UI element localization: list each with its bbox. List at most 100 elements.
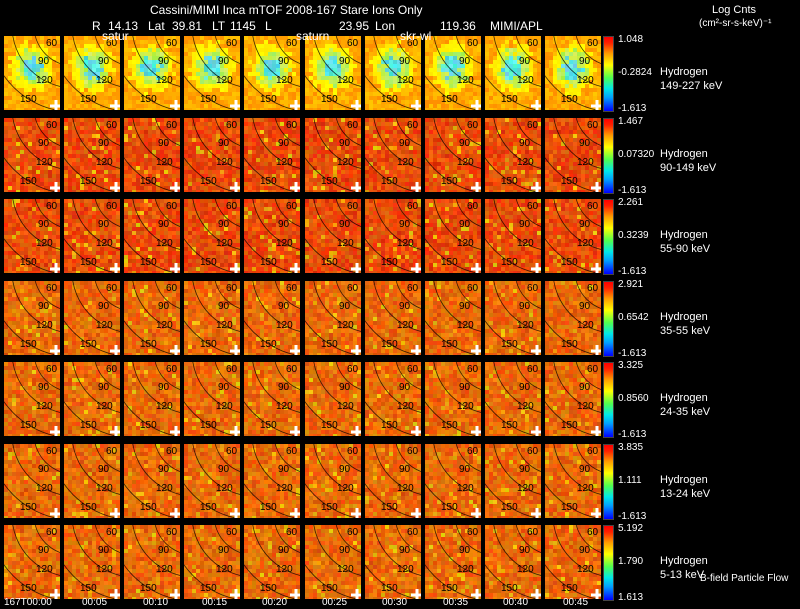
r-value: 14.13	[108, 19, 139, 33]
colorbar-max-label: 1.467	[618, 115, 644, 127]
image-panel: 60 90 120 150	[124, 36, 181, 110]
crosshair-marker	[410, 100, 421, 110]
image-panel: 60 90 120 150	[124, 362, 181, 436]
contour-label: 150	[321, 94, 338, 105]
time-tick-label: 00:25	[322, 597, 348, 608]
crosshair-marker	[350, 426, 361, 436]
contour-label: 120	[337, 238, 354, 249]
contour-label: 60	[226, 446, 238, 457]
time-tick-label: 00:20	[262, 597, 288, 608]
crosshair-marker	[170, 507, 181, 518]
lat-value: 39.81	[172, 19, 203, 33]
contour-label: 150	[20, 176, 37, 187]
crosshair-marker	[50, 100, 60, 110]
contour-label: 60	[407, 38, 419, 49]
contour-label: 120	[457, 320, 474, 331]
crosshair-marker	[410, 507, 421, 518]
crosshair-marker	[530, 507, 541, 518]
crosshair-marker	[590, 344, 601, 355]
contour-label: 150	[140, 94, 157, 105]
contour-label: 90	[158, 382, 170, 393]
lat-label: Lat	[148, 19, 165, 33]
colorbar-max-label: 1.048	[618, 34, 644, 45]
contour-label: 150	[441, 257, 458, 268]
units-line1: Log Cnts	[712, 4, 757, 16]
contour-label: 150	[381, 502, 398, 513]
image-panel: 60 90 120 150	[4, 280, 60, 355]
contour-label: 60	[527, 38, 539, 49]
image-panel: 60 90 120 150	[124, 443, 181, 518]
time-tick-label: 00:35	[443, 597, 469, 608]
image-panel: 60 90 120 150	[184, 443, 241, 518]
contour-label: 90	[459, 545, 471, 556]
colorbar	[603, 362, 614, 438]
plot-title: Cassini/MIMI Inca mTOF 2008-167 Stare Io…	[150, 3, 423, 17]
image-panel: 60 90 120 150	[484, 525, 541, 599]
colorbar-min-label: -1.613	[618, 103, 647, 114]
contour-label: 120	[36, 320, 53, 331]
contour-label: 90	[339, 56, 351, 67]
contour-label: 90	[98, 219, 110, 230]
time-tick-label: 00:05	[82, 597, 108, 608]
crosshair-marker	[50, 181, 60, 192]
contour-label: 90	[218, 545, 230, 556]
contour-label: 90	[519, 464, 531, 475]
contour-label: 90	[459, 138, 471, 149]
image-panel: 60 90 120 150	[4, 36, 60, 110]
contour-label: 90	[339, 301, 351, 312]
contour-label: 120	[156, 401, 173, 412]
contour-label: 150	[200, 502, 217, 513]
contour-label: 150	[260, 94, 277, 105]
contour-label: 90	[339, 382, 351, 393]
contour-label: 60	[347, 446, 359, 457]
image-panel: 60 90 120 150	[64, 36, 121, 110]
image-panel: 60 90 120 150	[544, 36, 601, 110]
colorbar-min-label: -1.613	[618, 510, 647, 522]
image-panel: 60 90 120 150	[184, 117, 241, 192]
contour-label: 150	[441, 502, 458, 513]
image-panel: 60 90 120 150	[184, 36, 241, 110]
colorbar-max-label: 2.921	[618, 278, 644, 290]
contour-label: 150	[20, 583, 37, 594]
contour-label: 90	[339, 138, 351, 149]
crosshair-marker	[590, 507, 601, 518]
image-panel: 60 90 120 150	[304, 117, 361, 192]
contour-label: 90	[579, 464, 591, 475]
contour-label: 60	[46, 201, 58, 212]
contour-label: 90	[158, 138, 170, 149]
contour-label: 150	[140, 420, 157, 431]
image-panel: 60 90 120 150	[304, 362, 361, 436]
colorbar-mid-label: 1.111	[618, 474, 642, 486]
crosshair-marker	[110, 263, 121, 273]
crosshair-marker	[350, 507, 361, 518]
contour-label: 150	[321, 339, 338, 350]
image-panel: 60 90 120 150	[424, 443, 481, 518]
crosshair-marker	[170, 263, 181, 273]
colorbar	[603, 199, 614, 275]
contour-label: 120	[216, 401, 233, 412]
contour-label: 120	[397, 75, 414, 86]
contour-label: 150	[381, 583, 398, 594]
contour-label: 60	[527, 446, 539, 457]
contour-label: 90	[459, 301, 471, 312]
row-energy-label: 24-35 keV	[660, 406, 711, 418]
contour-label: 60	[286, 38, 298, 49]
contour-label: 120	[397, 401, 414, 412]
contour-label: 120	[577, 564, 594, 575]
contour-label: 120	[276, 320, 293, 331]
contour-label: 150	[80, 94, 97, 105]
contour-label: 120	[216, 75, 233, 86]
contour-label: 150	[321, 502, 338, 513]
crosshair-marker	[170, 100, 181, 110]
contour-label: 120	[216, 320, 233, 331]
contour-label: 120	[337, 564, 354, 575]
image-panel: 60 90 120 150	[244, 199, 301, 273]
contour-label: 120	[36, 238, 53, 249]
contour-label: 120	[337, 75, 354, 86]
contour-label: 90	[519, 545, 531, 556]
contour-label: 60	[407, 201, 419, 212]
contour-label: 90	[98, 56, 110, 67]
crosshair-marker	[470, 100, 481, 110]
contour-label: 120	[577, 75, 594, 86]
contour-label: 150	[80, 257, 97, 268]
